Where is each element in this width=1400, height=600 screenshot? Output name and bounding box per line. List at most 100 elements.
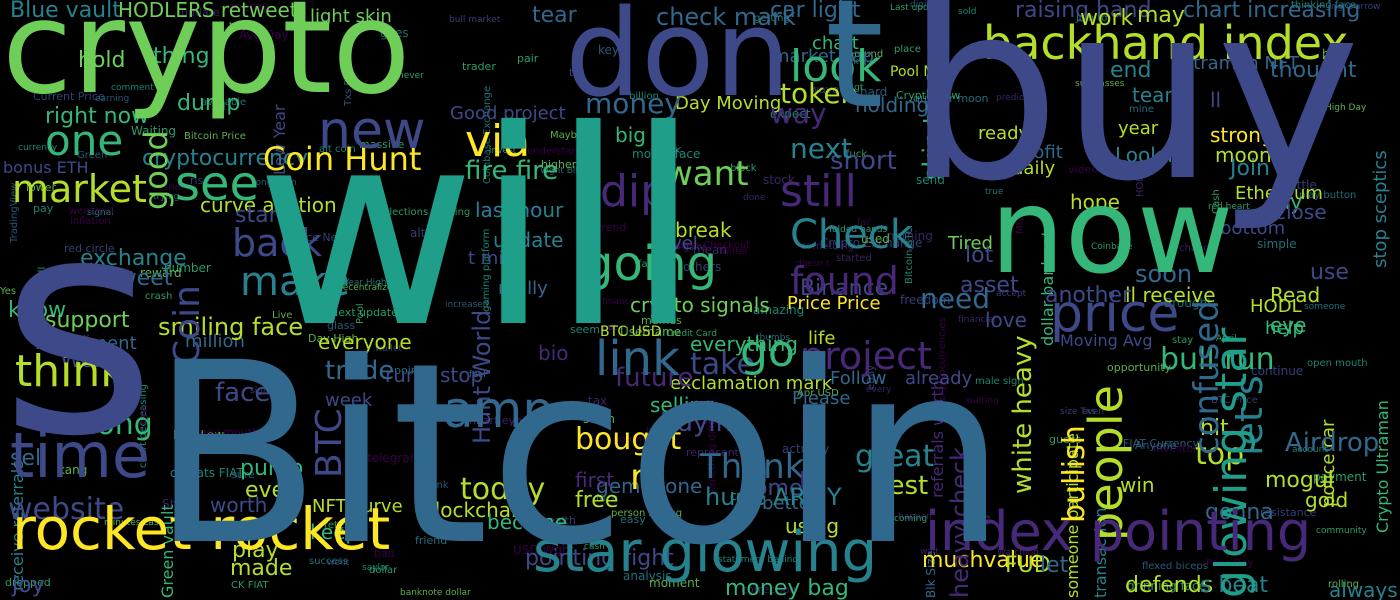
word-next-update: Next update	[330, 306, 398, 319]
word-gt-gt: gt gt	[842, 83, 864, 93]
word-stop: stop	[440, 363, 484, 387]
word-person-raising: person raising	[611, 508, 683, 519]
word-sure: sure	[231, 468, 255, 481]
word-trader: trader	[462, 60, 496, 73]
word-hodl: HODL	[1250, 296, 1302, 317]
word-long: long	[88, 407, 153, 442]
word-nft-curve: NFT curve	[312, 496, 403, 517]
word-memes: memes	[641, 314, 682, 327]
word-rolling: rolling	[1328, 579, 1360, 590]
word-done: done	[743, 193, 766, 203]
word-blue-vault: Blue vault	[10, 0, 121, 23]
word-joy: joy	[12, 573, 45, 598]
word-mouth-face: mouth face	[632, 147, 701, 161]
word-statement-behind: statement behind	[718, 555, 799, 565]
word-thinking-face: thinking face	[1291, 0, 1357, 11]
word-wallet: wallet	[375, 344, 402, 354]
word-seem: seem	[570, 323, 600, 336]
word-comment: comment	[111, 83, 154, 93]
word-break: break	[675, 218, 732, 242]
word-think: think	[15, 346, 126, 397]
word-reward: reward	[140, 266, 182, 280]
word-digital: digital	[910, 0, 938, 10]
word-twitter: Twitter	[718, 247, 749, 257]
word-little: little	[1290, 178, 1317, 192]
word-gains-tax: gains tax	[39, 331, 90, 344]
word-analysis: analysis	[623, 569, 672, 583]
word-bull-run: bull run	[1160, 342, 1275, 377]
word-dropped: dropped	[5, 576, 51, 589]
word-price-day: Price Day	[1206, 558, 1254, 569]
word-hope: hope	[1070, 190, 1120, 214]
word-telegram: telegram	[367, 451, 422, 465]
word-muchvalue: muchvalue	[922, 548, 1044, 573]
word-read: Read	[1270, 283, 1321, 307]
word-update-checkout: Update Checkout	[664, 240, 751, 251]
word-moving-avg: Moving Avg	[1060, 331, 1153, 350]
word-maybe: Maybe	[550, 130, 584, 141]
word-pay: pay	[33, 202, 54, 215]
word-thing: thing	[153, 44, 210, 69]
word-top: top	[1195, 437, 1245, 472]
word-fuck: fuck	[846, 149, 868, 160]
word-please: Please	[792, 388, 851, 409]
word-stock: stock	[763, 173, 795, 187]
word-friend: friend	[415, 534, 448, 547]
word-already: already	[905, 368, 973, 389]
word-grinning-face: grinning face	[1127, 579, 1207, 593]
word-year: year	[1118, 118, 1159, 139]
word-goes: goes	[380, 26, 409, 40]
word-using: using	[785, 514, 840, 538]
word-website: website	[8, 492, 125, 527]
word-nice: Nice	[596, 493, 618, 504]
word-doesn-t: doesn t	[796, 259, 830, 269]
word-support: support	[45, 308, 130, 333]
word-guess: guess	[1049, 433, 1082, 446]
word-pump: pump	[240, 456, 304, 481]
word-community: community	[1316, 526, 1367, 536]
word-correction: correction	[741, 583, 797, 596]
word-pool-mb: Pool MB	[890, 64, 946, 80]
word-world: World	[60, 348, 124, 373]
word-ready: ready	[978, 123, 1030, 144]
word-exchange: exchange	[80, 246, 187, 271]
word-help: help	[1265, 318, 1304, 339]
word-t-miss: t miss	[468, 248, 523, 269]
word-current-price: Current Price	[33, 90, 105, 103]
word-star-glowing: star glowing	[533, 520, 878, 585]
word-join: Join	[1230, 156, 1271, 181]
word-apr-usd: Apr USD	[797, 388, 839, 399]
word-block: block	[730, 163, 757, 174]
word-day-low: Day Low	[173, 428, 225, 442]
word-even: even	[245, 478, 300, 503]
word-higher: higher	[541, 158, 577, 171]
word-wght-blk: Wght Blk	[540, 166, 581, 176]
word-lot: lot	[965, 243, 994, 268]
word-place: place	[894, 44, 921, 55]
word-look: look	[790, 41, 882, 92]
word-face: face	[215, 378, 271, 408]
word-work: work	[1080, 6, 1134, 31]
word-gem-stone: gem stone	[596, 474, 703, 498]
word-great: great	[855, 439, 935, 474]
word-success: success	[309, 556, 349, 567]
word-price-next: Price Next	[292, 231, 348, 244]
word-week: week	[325, 390, 373, 411]
word-send: send	[916, 173, 945, 187]
word-let: let	[1040, 553, 1069, 578]
word-update: update	[493, 228, 564, 252]
word-m: m	[630, 457, 666, 498]
word-target: target	[229, 21, 257, 31]
word-s-beat: s beat	[1200, 573, 1269, 598]
word-go: go	[740, 326, 795, 377]
word-btc-usd: BTC USD	[600, 324, 662, 340]
word-around: around	[848, 49, 884, 60]
word-weekend: weekend	[69, 206, 114, 217]
word-rise: rise	[190, 174, 211, 187]
word-trend: trend	[597, 221, 627, 234]
word-red-circle: red circle	[64, 242, 115, 255]
word-know: know	[8, 298, 67, 323]
word-sunglasses: sunglasses	[1075, 79, 1125, 89]
word-quarter-moon: quarter moon	[913, 92, 989, 105]
word-may: may	[1137, 3, 1185, 28]
